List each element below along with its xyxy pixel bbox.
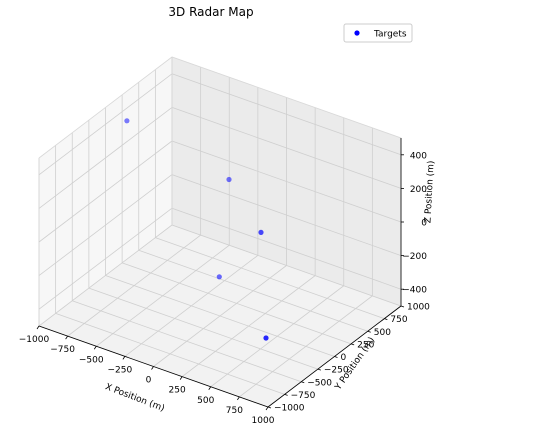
gridline-y-floor: [88, 287, 319, 370]
gridline-y-floor: [72, 300, 302, 383]
tick-labels: −1000−750−500−25002505007501000−1000−750…: [19, 151, 430, 426]
y-tick: [334, 356, 338, 358]
gridline-y-floor: [105, 275, 335, 357]
gridline-y-floor: [121, 262, 352, 345]
y-tick-label: 0: [341, 353, 347, 363]
y-tick-label: −750: [291, 391, 316, 401]
data-point: [124, 118, 130, 124]
x-axis-label: X Position (m): [104, 382, 166, 414]
gridline-z-side: [38, 140, 173, 243]
gridline-y-floor: [155, 237, 385, 320]
y-tick-label: 1000: [407, 303, 430, 313]
gridline-z-back: [171, 140, 402, 223]
data-point: [216, 274, 222, 280]
z-tick-label: −200: [402, 252, 427, 262]
x-tick-label: −1000: [19, 335, 50, 345]
x-tick: [265, 406, 269, 411]
z-axis-label: Z Position (m): [423, 160, 436, 223]
z-tick-label: 400: [410, 151, 427, 161]
x-tick: [93, 346, 97, 350]
y-tick: [350, 343, 355, 346]
gridline-z-side: [38, 107, 173, 209]
gridline-z-back: [171, 207, 402, 290]
x-tick-label: 1000: [252, 416, 275, 426]
x-tick: [237, 396, 240, 401]
legend-entry-targets: Targets: [373, 30, 407, 40]
gridline-z-side: [38, 207, 173, 310]
y-tick-label: −250: [324, 366, 349, 376]
x-tick: [208, 386, 212, 390]
y-tick-label: −1000: [274, 404, 305, 414]
data-point: [226, 176, 232, 183]
y-tick-label: 500: [374, 328, 391, 338]
y-tick: [301, 381, 305, 384]
x-tick-label: −750: [50, 345, 75, 355]
gridline-y-floor: [138, 249, 368, 332]
tick-marks: [36, 154, 405, 411]
gridline-z-back: [171, 73, 402, 156]
gridline-z-side: [38, 73, 173, 176]
gridline-z-back: [171, 107, 402, 189]
y-tick: [367, 330, 371, 333]
y-tick: [384, 318, 388, 321]
data-points: [124, 118, 269, 341]
gridline-z-back: [171, 174, 402, 256]
y-tick-label: 250: [357, 340, 374, 350]
x-tick: [65, 335, 68, 340]
y-tick-label: −500: [307, 378, 332, 388]
gridline-z-side: [38, 174, 173, 276]
x-tick: [179, 376, 183, 380]
legend-marker: [354, 30, 360, 36]
y-tick: [317, 368, 322, 371]
data-point: [263, 335, 269, 341]
x-tick-label: −250: [108, 365, 133, 375]
z-tick-label: −400: [402, 286, 427, 296]
x-tick: [36, 325, 40, 330]
z-tick-label: 0: [421, 219, 427, 229]
x-tick: [122, 356, 126, 360]
x-tick: [151, 366, 154, 370]
gridline-y-floor: [171, 224, 402, 307]
chart-title: 3D Radar Map: [168, 5, 253, 19]
x-tick-label: 500: [197, 396, 214, 406]
legend-frame: [343, 23, 413, 43]
y-tick: [400, 305, 405, 308]
x-tick-label: 750: [226, 406, 243, 416]
x-tick-label: −500: [79, 355, 104, 365]
data-point: [258, 229, 264, 235]
pane-edge: [171, 56, 402, 139]
z-tick-label: 200: [410, 185, 427, 195]
pane-edge: [38, 56, 173, 159]
y-tick: [267, 406, 272, 409]
x-tick-label: 0: [146, 376, 152, 386]
legend: Targets: [343, 23, 413, 43]
gridline-y-floor: [55, 312, 285, 395]
y-tick-label: 750: [390, 315, 407, 325]
x-tick-label: 250: [169, 386, 186, 396]
y-tick: [284, 393, 288, 396]
